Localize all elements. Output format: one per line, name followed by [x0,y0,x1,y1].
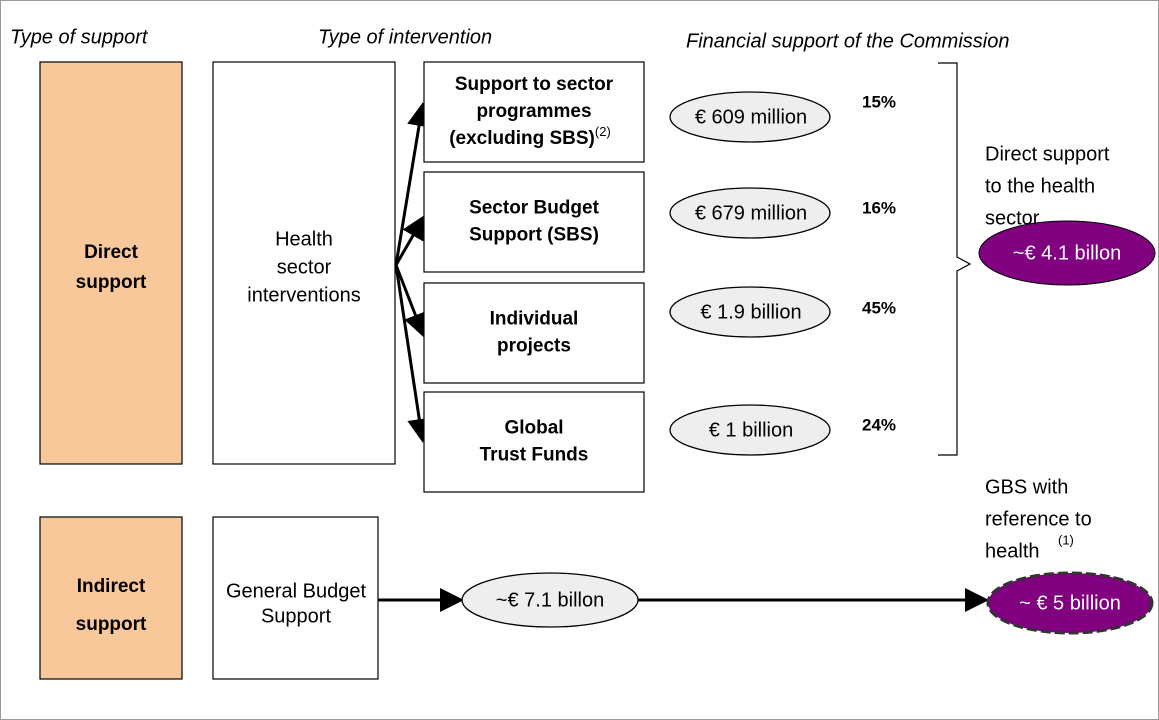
share: 24% [862,415,896,434]
intervention-box [423,391,645,493]
intervention-label: Support (SBS) [469,225,599,246]
note: (1) [1058,532,1074,547]
header: Type of intervention [318,26,492,48]
health-label: interventions [247,284,360,306]
direct-box [39,61,183,465]
direct-label: support [76,272,147,293]
total-label: to the health [985,175,1095,197]
result: ~ € 5 billion [1019,592,1121,614]
total-label: sector [985,207,1040,229]
amount: € 679 million [695,202,807,224]
brace [938,62,972,456]
note: (2) [595,124,611,139]
share: 45% [862,298,896,317]
amount-ellipse [669,91,831,143]
result-label: reference to [985,508,1092,530]
intervention-label: Trust Funds [480,445,589,466]
health-label: Health [275,228,333,250]
gbs-box [212,516,379,680]
direct-label: Direct [84,242,139,263]
total-ellipse [978,220,1156,286]
intervention-label: programmes [476,101,591,122]
result-label: GBS with [985,476,1068,498]
intervention-label: projects [497,336,571,357]
intervention-box [423,61,645,163]
health-label: sector [277,256,332,278]
amount: € 1 billion [709,419,794,441]
gbs-ellipse [461,572,639,628]
label-line: (excluding SBS) [449,128,595,149]
amount: € 609 million [695,106,807,128]
intervention-label: Global [504,418,563,439]
arrows [378,102,989,612]
indirect-label: support [76,614,147,635]
amount: € 1.9 billion [700,301,801,323]
header: Financial support of the Commission [686,30,1009,52]
share: 15% [862,92,896,111]
health-box [212,61,396,465]
gbs-label: Support [261,605,331,627]
amount-ellipse [669,286,831,338]
amount-ellipse [669,404,831,456]
intervention-label: Sector Budget [469,198,600,219]
share: 16% [862,198,896,217]
intervention-label: Individual [490,309,579,330]
result-ellipse [986,571,1154,635]
intervention-box [423,282,645,384]
total: ~€ 4.1 billon [1013,242,1121,264]
gbs-amount: ~€ 7.1 billon [496,589,604,611]
header: Type of support [10,26,149,48]
indirect-label: Indirect [77,576,146,597]
result-label: health [985,540,1040,562]
intervention-label: Support to sector [455,74,614,95]
amount-ellipse [669,187,831,239]
intervention-box [423,171,645,273]
indirect-box [39,516,183,680]
gbs-label: General Budget [226,580,367,602]
intervention-label: (excluding SBS)(2) [449,124,611,149]
total-label: Direct support [985,143,1110,165]
